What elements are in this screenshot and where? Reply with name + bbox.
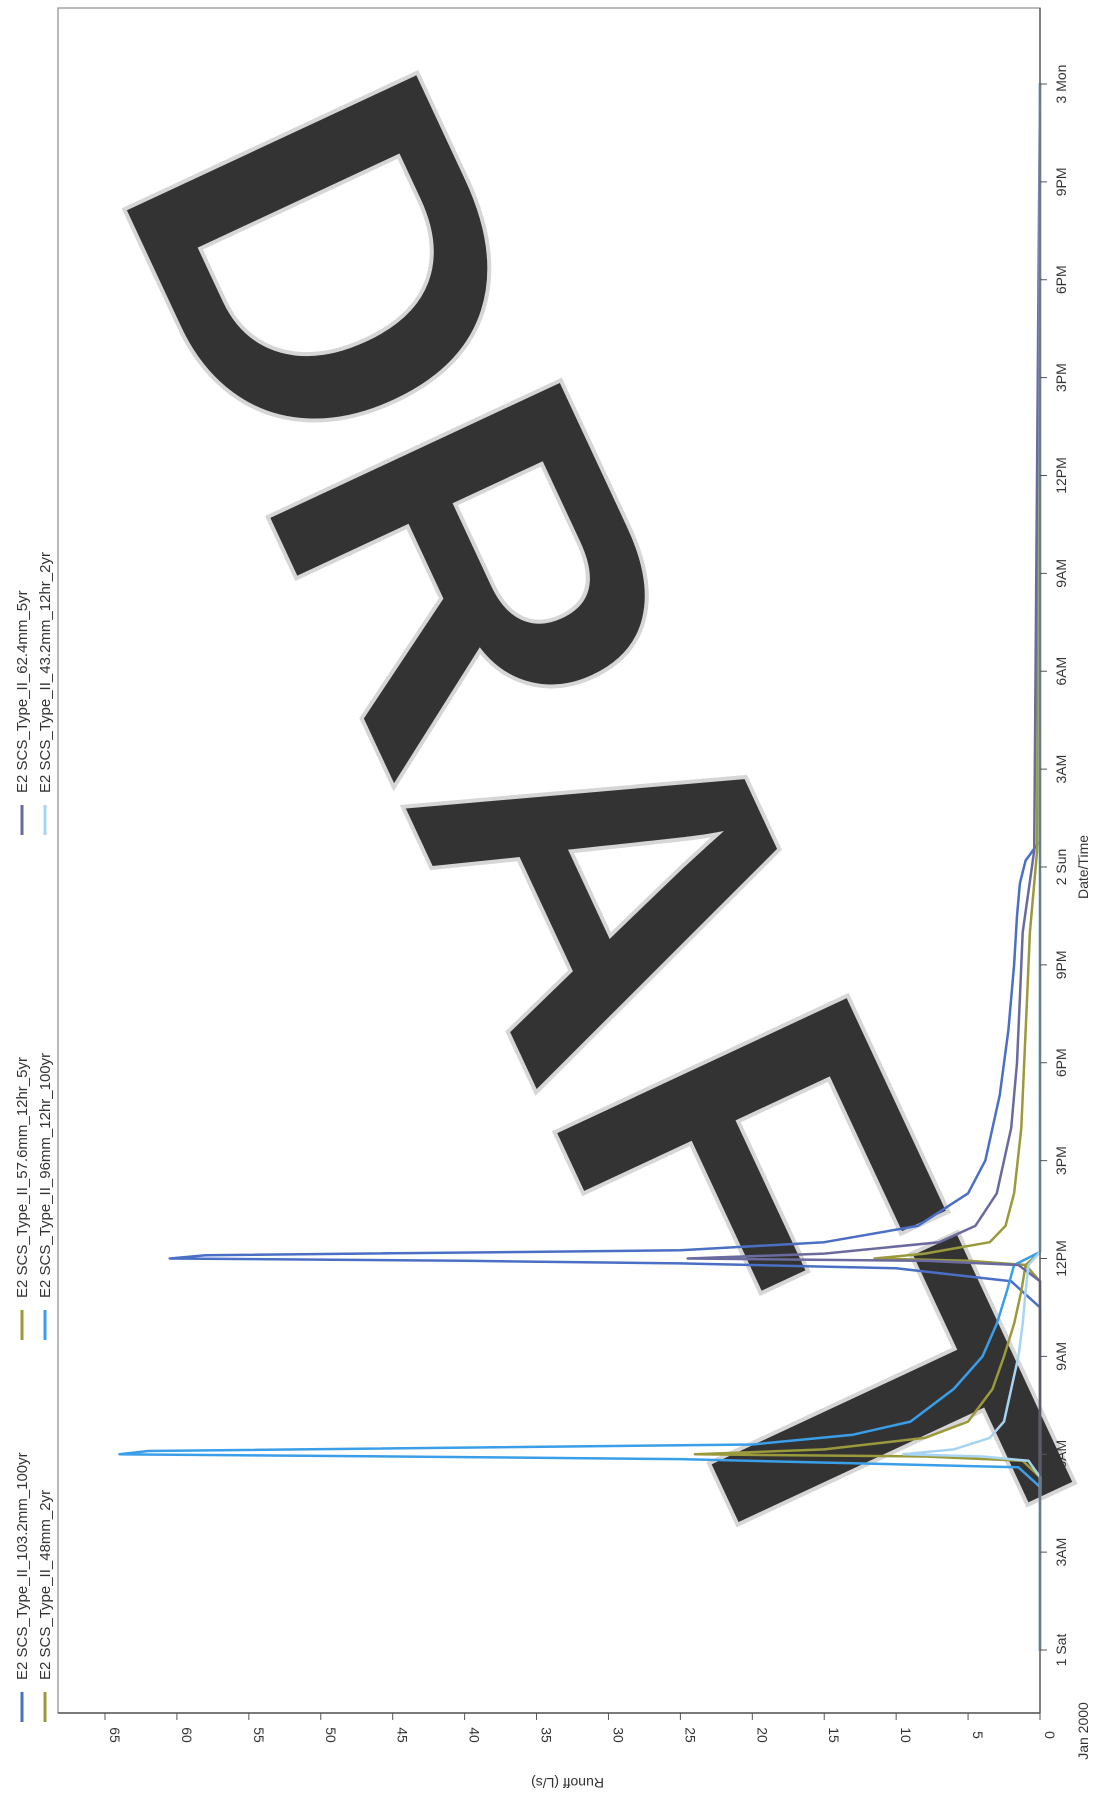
time-tick-label: 9PM <box>1053 167 1069 196</box>
time-tick-label: 12PM <box>1053 1240 1069 1277</box>
series-line <box>902 82 1042 1652</box>
time-origin-label: Jan 2000 <box>1075 1702 1091 1760</box>
time-tick-label: 3PM <box>1053 363 1069 392</box>
runoff-tick-label: 15 <box>826 1727 842 1743</box>
runoff-tick-label: 65 <box>107 1727 123 1743</box>
runoff-tick-label: 20 <box>754 1727 770 1743</box>
runoff-tick-label: 35 <box>539 1727 555 1743</box>
time-tick-label: 1 Sat <box>1053 1634 1069 1667</box>
time-tick-label: 6AM <box>1053 657 1069 686</box>
runoff-tick-label: 30 <box>610 1727 626 1743</box>
runoff-tick-label: 10 <box>898 1727 914 1743</box>
runoff-tick-label: 5 <box>970 1731 986 1739</box>
series-line <box>168 82 1042 1652</box>
legend: E2 SCS_Type_II_103.2mm_100yr E2 SCS_Type_… <box>14 552 54 1722</box>
time-tick-label: 9AM <box>1053 1342 1069 1371</box>
legend-label: E2 SCS_Type_II_43.2mm_12hr_2yr <box>37 552 54 793</box>
runoff-tick-label: 40 <box>467 1727 483 1743</box>
time-tick-label: 12PM <box>1053 457 1069 494</box>
runoff-tick-label: 45 <box>395 1727 411 1743</box>
runoff-tick-label: 60 <box>179 1727 195 1743</box>
series-line <box>686 82 1042 1652</box>
time-tick-label: 3AM <box>1053 1538 1069 1567</box>
time-tick-label: 6PM <box>1053 1048 1069 1077</box>
time-tick-label: 9PM <box>1053 950 1069 979</box>
time-tick-label: 6AM <box>1053 1440 1069 1469</box>
runoff-tick-label: 50 <box>323 1727 339 1743</box>
time-tick-label: 6PM <box>1053 265 1069 294</box>
runoff-tick-label: 0 <box>1042 1731 1058 1739</box>
runoff-tick-label: 25 <box>682 1727 698 1743</box>
axis-layer: 1 Sat 3AM 6AM 9AM 12PM 3PM 6PM 9PM 2 Sun 3AM 6AM 9A… <box>58 8 1091 1791</box>
legend-label: E2 SCS_Type_II_103.2mm_100yr <box>14 1452 31 1680</box>
time-tick-label: 3AM <box>1053 755 1069 784</box>
legend-label: E2 SCS_Type_II_96mm_12hr_100yr <box>37 1053 54 1298</box>
series-line <box>693 82 1042 1652</box>
legend-label: E2 SCS_Type_II_57.6mm_12hr_5yr <box>14 1057 31 1298</box>
legend-label: E2 SCS_Type_II_62.4mm_5yr <box>14 590 31 793</box>
time-axis-title: Date/Time <box>1075 835 1091 899</box>
watermark-text: DRAFT <box>20 1 1100 1666</box>
series-line <box>118 82 1042 1652</box>
runoff-tick-label: 55 <box>251 1727 267 1743</box>
legend-label: E2 SCS_Type_II_48mm_2yr <box>37 1490 54 1680</box>
time-tick-label: 3 Mon <box>1053 65 1069 104</box>
series-layer <box>118 82 1042 1652</box>
runoff-axis-title: Runoff (L/s) <box>531 1775 604 1791</box>
time-tick-label: 2 Sun <box>1053 849 1069 886</box>
time-tick-label: 9AM <box>1053 559 1069 588</box>
draft-watermark: DRAFT <box>18 0 1100 1668</box>
time-tick-label: 3PM <box>1053 1146 1069 1175</box>
